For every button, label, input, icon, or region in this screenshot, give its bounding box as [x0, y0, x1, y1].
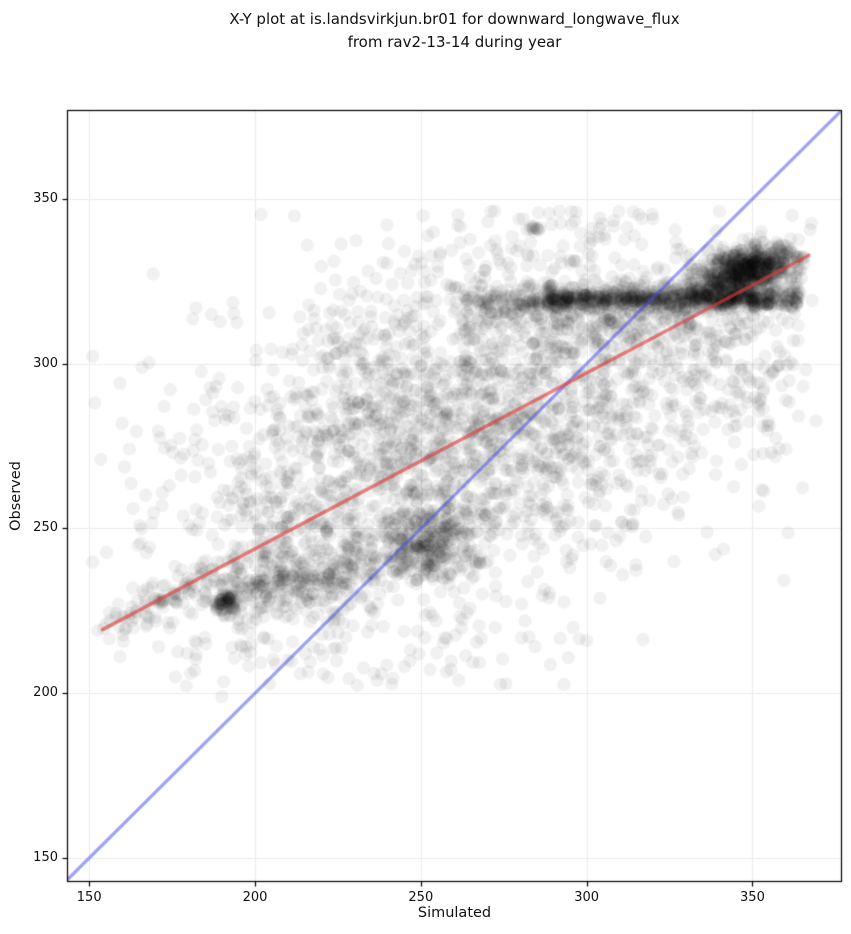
y-tick-label: 150: [33, 849, 58, 865]
x-tick-label: 300: [574, 890, 600, 905]
x-tick-label: 350: [740, 890, 765, 905]
chart-title-line1: X-Y plot at is.landsvirkjun.br01 for dow…: [229, 10, 680, 28]
chart-title: X-Y plot at is.landsvirkjun.br01 for dow…: [67, 8, 842, 54]
y-tick-label: 300: [33, 355, 58, 371]
x-tick-label: 150: [76, 890, 102, 905]
y-tick-label: 200: [33, 685, 58, 701]
chart-title-line2: from rav2-13-14 during year: [347, 33, 562, 51]
y-tick-label: 350: [33, 190, 58, 206]
x-tick-label: 200: [242, 890, 268, 905]
x-axis-label: Simulated: [417, 905, 492, 921]
y-tick-label: 250: [33, 520, 58, 536]
x-tick-label: 250: [408, 890, 434, 905]
